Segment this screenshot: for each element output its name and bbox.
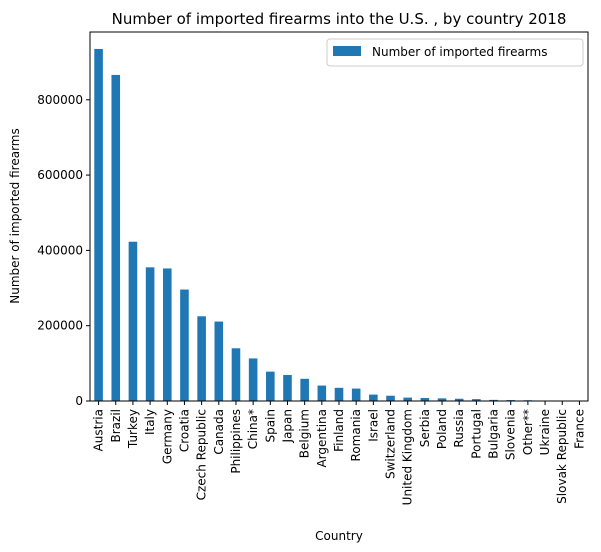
legend: Number of imported firearms [326,38,584,67]
bar-brazil [111,74,121,401]
bars [94,48,584,401]
bar-spain [266,371,275,401]
bar-italy [145,267,155,401]
y-tick-label: 200000 [37,319,83,333]
y-tick-label: 600000 [37,168,83,182]
bar-germany [162,268,172,401]
x-tick-label: Turkey [126,409,140,449]
bar-czech-republic [197,316,206,401]
x-tick-label: Argentina [315,409,329,468]
x-tick-label: Belgium [298,409,312,458]
x-tick-label: Spain [263,409,277,443]
bar-portugal [472,399,481,401]
x-tick-label: Brazil [109,409,123,443]
bar-serbia [420,397,430,401]
y-tick-label: 800000 [37,93,83,107]
x-tick-label: Czech Republic [195,409,209,500]
x-tick-label: Japan [280,409,294,443]
bar-switzerland [386,395,395,401]
x-tick-label: Poland [435,409,449,449]
bar-austria [94,48,103,401]
bar-romania [351,388,361,401]
bar-argentina [317,385,327,401]
bar-russia [454,398,464,401]
x-tick-label: Slovak Republic [555,409,569,504]
bar-turkey [128,241,138,401]
x-tick-label: Germany [160,409,174,464]
x-tick-label: Ukraine [538,409,552,455]
bar-japan [283,375,292,401]
x-tick-label: Romania [349,409,363,461]
x-tick-label: Canada [212,409,226,455]
chart-title: Number of imported firearms into the U.S… [112,10,567,28]
x-tick-label: Finland [332,409,346,452]
bar-croatia [180,289,189,401]
bar-canada [214,321,224,401]
legend-swatch [333,46,361,56]
x-tick-label: Serbia [418,409,432,447]
x-tick-label: Russia [452,409,466,448]
y-axis-label: Number of imported firearms [8,128,22,303]
x-tick-label: United Kingdom [401,409,415,505]
legend-label: Number of imported firearms [372,45,547,59]
x-axis-label: Country [315,529,363,543]
legend-box [326,38,584,67]
bar-belgium [300,378,309,401]
x-tick-label: Italy [143,409,157,435]
y-ticks: 0 200000 400000 600000 800000 [37,93,90,408]
bar-china [248,358,258,401]
x-tick-label: China* [246,409,260,449]
x-ticks: Austria Brazil Turkey Italy Germany Croatia Cz… [92,401,586,505]
x-tick-label: Slovenia [504,409,518,460]
bar-bulgaria [489,399,498,401]
y-tick-label: 400000 [37,243,83,257]
x-tick-label: Austria [92,409,106,451]
x-tick-label: Croatia [177,409,191,452]
bar-israel [369,394,378,401]
x-tick-label: Switzerland [384,409,398,479]
x-tick-label: France [572,409,586,449]
y-tick-label: 0 [75,394,83,408]
x-tick-label: Bulgaria [487,409,501,459]
x-tick-label: Portugal [469,409,483,459]
x-tick-label: Israel [366,409,380,442]
plot-frame [89,31,589,402]
bar-finland [334,387,344,401]
bar-united-kingdom [403,397,412,401]
x-tick-label: Philippines [229,409,243,474]
x-tick-label: Other** [521,409,535,455]
bar-philippines [231,348,241,401]
bar-poland [437,398,447,401]
